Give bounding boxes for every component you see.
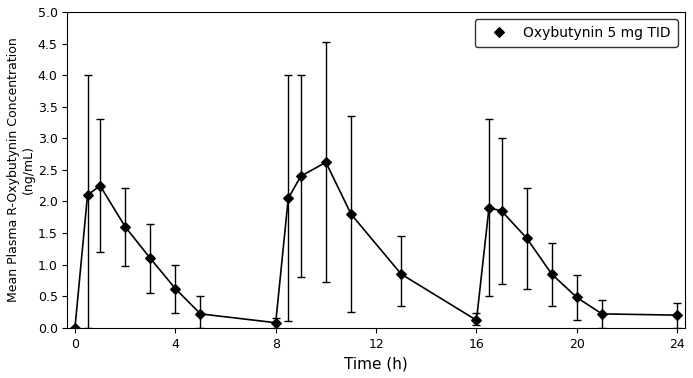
Oxybutynin 5 mg TID (71, 325, 79, 330)
Oxybutynin 5 mg TID (196, 311, 204, 316)
Oxybutynin 5 mg TID (96, 183, 104, 188)
Line: Oxybutynin 5 mg TID: Oxybutynin 5 mg TID (71, 159, 681, 331)
Oxybutynin 5 mg TID (473, 318, 481, 322)
Oxybutynin 5 mg TID (673, 313, 681, 318)
Oxybutynin 5 mg TID (397, 272, 405, 276)
Oxybutynin 5 mg TID (498, 209, 506, 213)
Oxybutynin 5 mg TID (598, 311, 606, 316)
Oxybutynin 5 mg TID (572, 295, 581, 300)
Oxybutynin 5 mg TID (171, 287, 179, 291)
Oxybutynin 5 mg TID (485, 206, 493, 210)
Oxybutynin 5 mg TID (297, 174, 305, 178)
Y-axis label: Mean Plasma R-Oxybutynin Concentration
(ng/mL): Mean Plasma R-Oxybutynin Concentration (… (7, 37, 35, 302)
Oxybutynin 5 mg TID (322, 160, 330, 164)
Oxybutynin 5 mg TID (523, 236, 531, 240)
Oxybutynin 5 mg TID (547, 272, 556, 276)
Oxybutynin 5 mg TID (284, 196, 292, 201)
Oxybutynin 5 mg TID (346, 212, 355, 216)
Oxybutynin 5 mg TID (272, 321, 280, 325)
Oxybutynin 5 mg TID (146, 256, 155, 260)
Oxybutynin 5 mg TID (83, 193, 91, 197)
Legend: Oxybutynin 5 mg TID: Oxybutynin 5 mg TID (475, 19, 678, 47)
X-axis label: Time (h): Time (h) (344, 356, 408, 371)
Oxybutynin 5 mg TID (121, 225, 130, 229)
